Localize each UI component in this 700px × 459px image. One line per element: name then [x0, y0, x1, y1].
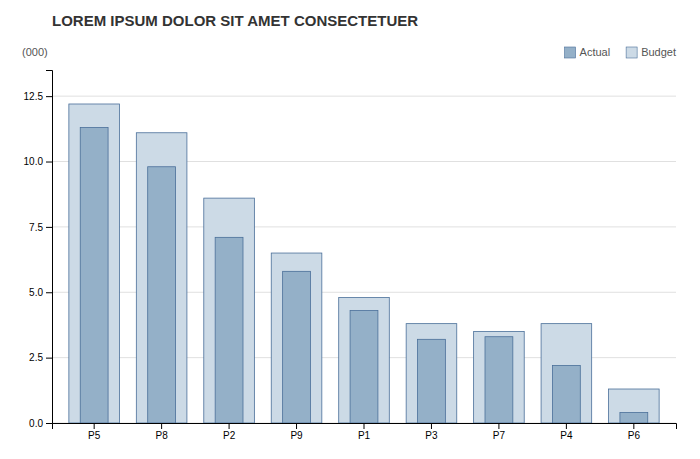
tick-mark	[498, 423, 499, 429]
legend-item: Budget	[626, 46, 676, 58]
bar	[620, 413, 648, 423]
tick: 5.0	[29, 287, 52, 298]
legend-label: Budget	[641, 46, 676, 58]
grid	[52, 96, 676, 423]
bar	[541, 324, 592, 423]
axis-line	[46, 71, 53, 424]
tick-mark	[46, 162, 52, 163]
plot: 0.0 2.5 5.0 7.5 10.0 12.5 P5 P8 P2 P9 P1 P3 P7 P4 P6	[24, 71, 677, 442]
tick-mark	[46, 227, 52, 228]
legend-swatch	[626, 47, 637, 58]
bar	[148, 167, 176, 423]
bar	[80, 128, 108, 423]
bars	[69, 104, 659, 423]
tick-mark	[46, 423, 52, 424]
tick-label: P3	[425, 430, 438, 441]
tick-mark	[46, 358, 52, 359]
bar	[418, 339, 446, 423]
title: LOREM IPSUM DOLOR SIT AMET CONSECTETUER	[52, 12, 418, 29]
legend-label: Actual	[580, 46, 611, 58]
tick-mark	[364, 423, 365, 429]
axis-line	[53, 424, 677, 430]
chart: LOREM IPSUM DOLOR SIT AMET CONSECTETUER 0…	[0, 0, 700, 459]
tick-mark	[633, 423, 634, 429]
tick-mark	[46, 292, 52, 293]
grid-line	[52, 96, 676, 97]
tick-label: 10.0	[24, 156, 44, 167]
tick-label: 7.5	[29, 222, 43, 233]
tick-label: 12.5	[24, 91, 44, 102]
bar	[204, 198, 255, 423]
tick-label: P6	[628, 430, 641, 441]
tick-label: P9	[290, 430, 303, 441]
tick: P6	[628, 423, 641, 441]
bar	[406, 324, 457, 423]
bar	[215, 237, 243, 423]
tick-label: P7	[493, 430, 506, 441]
bar	[136, 133, 187, 423]
tick: P7	[493, 423, 506, 441]
bar	[339, 297, 390, 423]
bar	[69, 104, 120, 423]
tick-mark	[229, 423, 230, 429]
series	[80, 128, 648, 423]
tick: P5	[88, 423, 101, 441]
tick-mark	[161, 423, 162, 429]
tick: P1	[358, 423, 371, 441]
legend-item: Actual	[565, 46, 611, 58]
tick: P3	[425, 423, 438, 441]
bar	[474, 331, 525, 423]
tick: 10.0	[24, 156, 52, 167]
tick: 0.0	[29, 418, 52, 429]
series	[69, 104, 659, 423]
legend-swatch	[565, 47, 576, 58]
tick-label: P1	[358, 430, 371, 441]
tick: P9	[290, 423, 303, 441]
x-axis: P5 P8 P2 P9 P1 P3 P7 P4 P6	[53, 423, 677, 441]
tick-label: 0.0	[29, 418, 43, 429]
tick: 2.5	[29, 352, 52, 363]
tick-mark	[94, 423, 95, 429]
tick: P8	[156, 423, 169, 441]
y-axis: 0.0 2.5 5.0 7.5 10.0 12.5	[24, 71, 53, 429]
bar	[485, 337, 513, 423]
tick: P4	[560, 423, 573, 441]
bar	[283, 271, 311, 423]
tick-label: P2	[223, 430, 236, 441]
tick-mark	[431, 423, 432, 429]
tick: 7.5	[29, 222, 52, 233]
tick-label: 2.5	[29, 352, 43, 363]
legend: Actual Budget	[565, 46, 676, 58]
tick-mark	[566, 423, 567, 429]
tick-label: P5	[88, 430, 101, 441]
bar	[609, 389, 660, 423]
tick-mark	[296, 423, 297, 429]
tick: 12.5	[24, 91, 52, 102]
tick-mark	[46, 96, 52, 97]
tick-label: P4	[560, 430, 573, 441]
axis-label: (000)	[22, 46, 48, 58]
bar	[552, 365, 580, 423]
bar	[350, 311, 378, 423]
tick: P2	[223, 423, 236, 441]
bar	[271, 253, 322, 423]
tick-label: P8	[156, 430, 169, 441]
tick-label: 5.0	[29, 287, 43, 298]
